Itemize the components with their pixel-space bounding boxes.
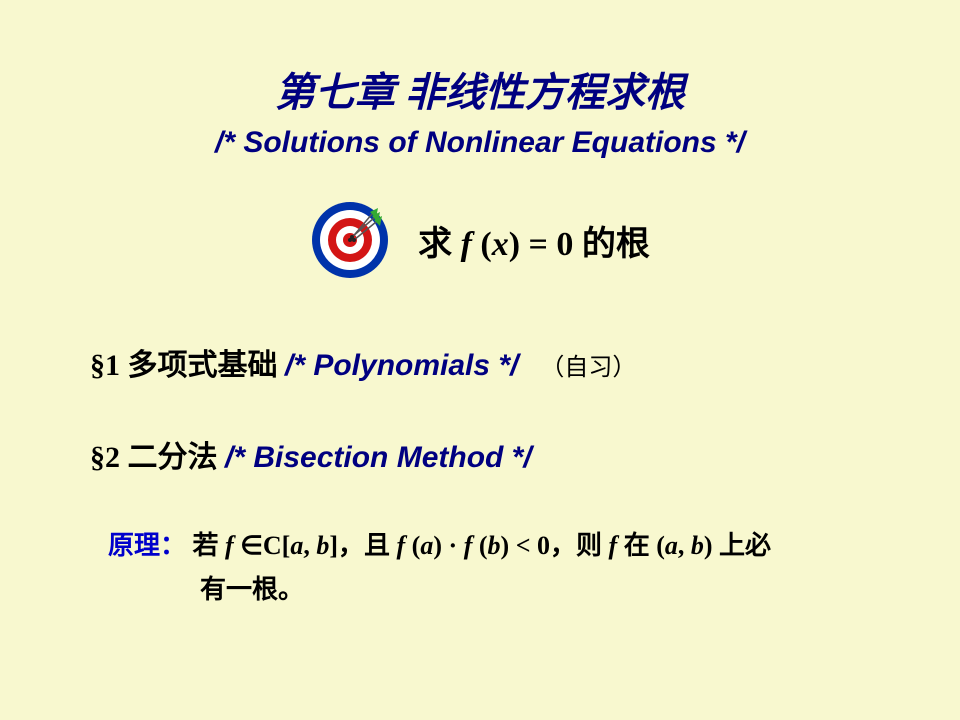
- target-icon: [310, 200, 390, 280]
- obj-lparen: (: [480, 226, 491, 263]
- obj-rparen-eq: ) = 0: [509, 226, 582, 263]
- section-2: §2 二分法 /* Bisection Method */: [90, 432, 870, 476]
- p-rp2: ) < 0: [501, 531, 550, 560]
- p-f1: f: [225, 531, 240, 560]
- section-2-comment: /* Bisection Method */: [225, 441, 532, 474]
- section-1-title: 多项式基础: [128, 349, 286, 382]
- p-rp1: ) ·: [433, 531, 463, 560]
- obj-suffix: 的根: [582, 226, 650, 263]
- p-b1: b: [316, 531, 329, 560]
- chapter-title: 第七章 非线性方程求根: [90, 60, 870, 118]
- p-s2: ，且: [338, 531, 397, 560]
- title-block: 第七章 非线性方程求根 /* Solutions of Nonlinear Eq…: [90, 60, 870, 160]
- p-lp2: (: [479, 531, 488, 560]
- p-f2: f: [397, 531, 412, 560]
- section-2-title: 二分法: [128, 441, 226, 474]
- p-b2: b: [488, 531, 501, 560]
- objective-text: 求 f (x) = 0 的根: [418, 216, 650, 265]
- principle: 原理： 若 f ∈C[a, b]，且 f (a) · f (b) < 0，则 f…: [90, 524, 870, 612]
- p-comma2: ,: [678, 531, 691, 560]
- p-b3: b: [691, 531, 704, 560]
- sections: §1 多项式基础 /* Polynomials */ （自习） §2 二分法 /*…: [90, 340, 870, 612]
- section-1-selfstudy: （自习）: [540, 355, 636, 381]
- p-f4: f: [609, 531, 624, 560]
- p-s5: ) 上必: [704, 531, 771, 560]
- obj-prefix: 求: [418, 226, 461, 263]
- p-rb: ]: [329, 531, 338, 560]
- section-1-comment: /* Polynomials */: [285, 349, 518, 382]
- section-2-num: §2: [90, 441, 128, 474]
- p-lb: [: [282, 531, 291, 560]
- principle-line2: 有一根。: [108, 568, 830, 612]
- p-a2: a: [420, 531, 433, 560]
- p-in: ∈: [240, 531, 263, 560]
- p-s4: 在 (: [624, 531, 665, 560]
- objective-row: 求 f (x) = 0 的根: [90, 200, 870, 280]
- principle-label: 原理：: [108, 531, 186, 560]
- p-a3: a: [665, 531, 678, 560]
- p-a1: a: [290, 531, 303, 560]
- section-1-num: §1: [90, 349, 128, 382]
- p-comma1: ,: [303, 531, 316, 560]
- p-f3: f: [464, 531, 479, 560]
- obj-f: f: [461, 226, 481, 263]
- p-C: C: [263, 531, 282, 560]
- obj-x: x: [492, 226, 509, 263]
- p-s1: 若: [193, 531, 226, 560]
- slide: 第七章 非线性方程求根 /* Solutions of Nonlinear Eq…: [0, 0, 960, 720]
- chapter-subtitle: /* Solutions of Nonlinear Equations */: [90, 126, 870, 160]
- section-1: §1 多项式基础 /* Polynomials */ （自习）: [90, 340, 870, 384]
- p-s3: ，则: [550, 531, 609, 560]
